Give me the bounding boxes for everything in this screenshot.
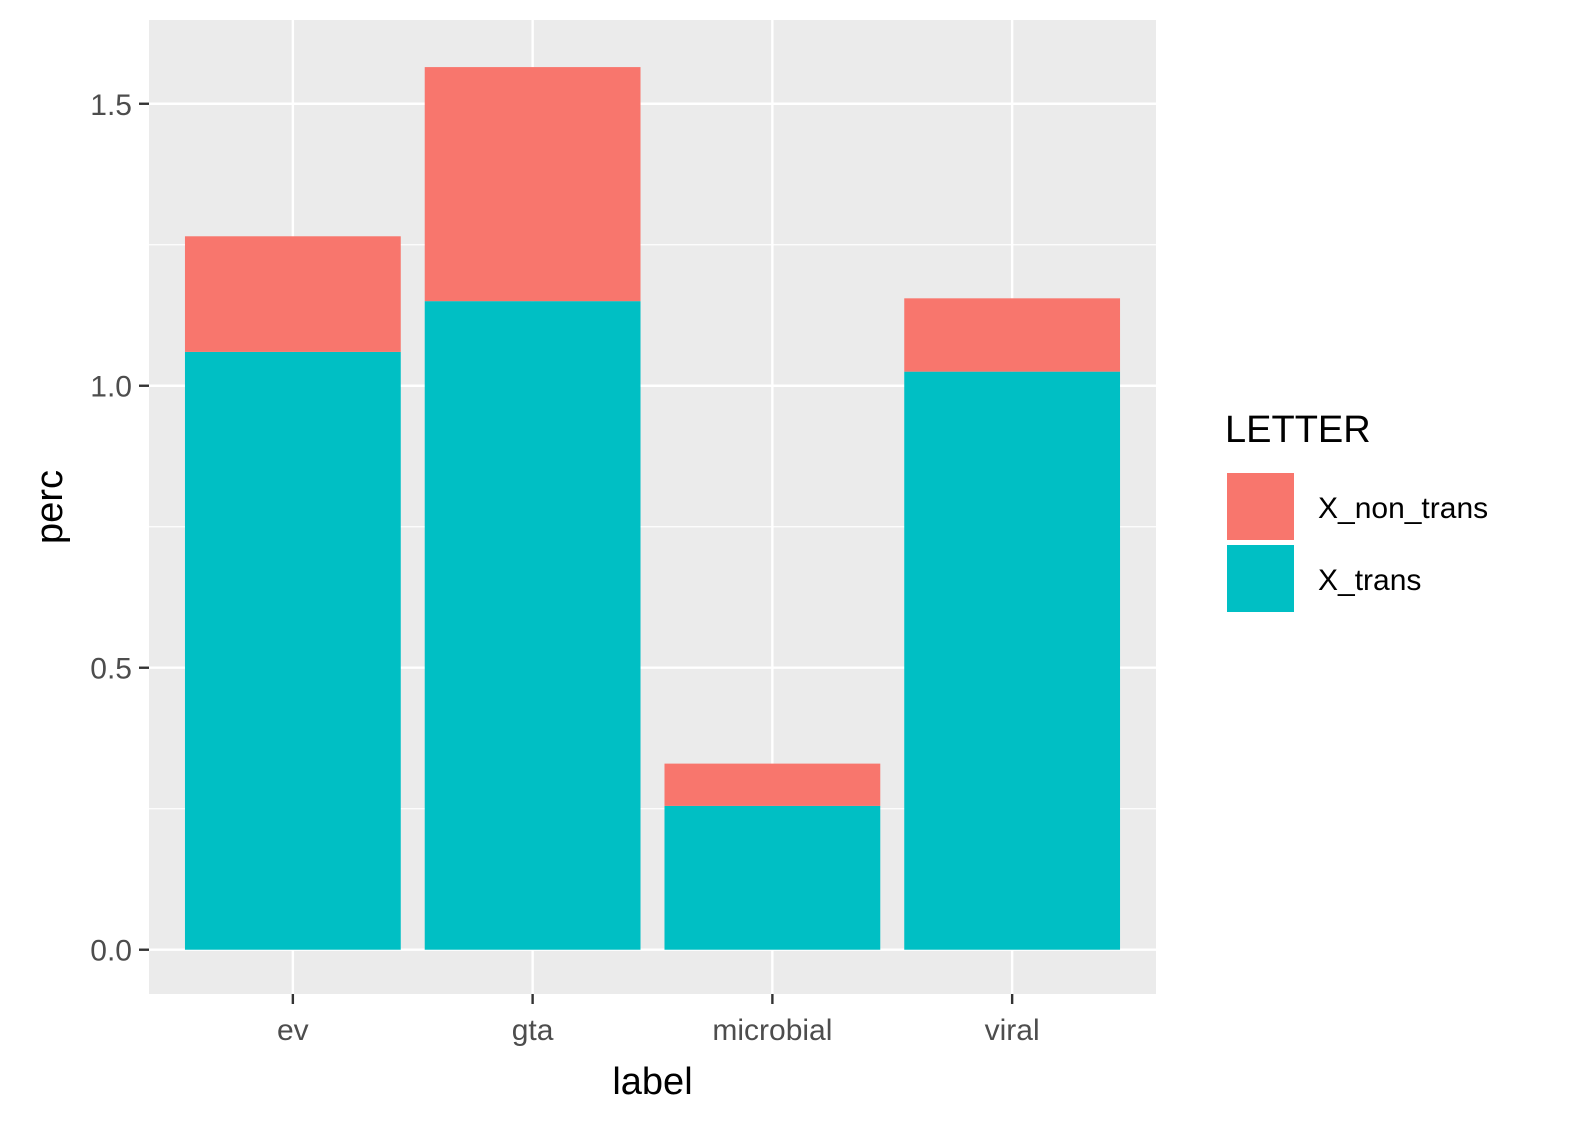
legend-entries: X_non_trans X_trans	[1225, 471, 1488, 614]
x-tick-label: viral	[985, 1014, 1040, 1047]
x-tick-label: microbial	[712, 1014, 832, 1047]
x-axis-title: label	[612, 1061, 692, 1103]
bar-ev-X_non_trans	[184, 236, 401, 352]
x-tick-label: ev	[277, 1014, 309, 1047]
x-axis: ev gta microbial viral	[277, 994, 1040, 1047]
legend-key-X_trans	[1225, 543, 1296, 614]
bars	[184, 67, 1121, 950]
bar-viral-X_non_trans	[904, 298, 1121, 372]
legend-title: LETTER	[1225, 409, 1371, 451]
legend-label: X_trans	[1318, 564, 1421, 597]
y-tick-label: 1.5	[90, 89, 132, 122]
bar-gta-X_non_trans	[424, 67, 641, 302]
y-axis-title: perc	[29, 470, 71, 544]
x-tick-label: gta	[512, 1014, 554, 1047]
legend: LETTER X_non_trans X_trans	[1225, 409, 1488, 614]
y-axis: 0.0 0.5 1.0 1.5	[90, 89, 149, 968]
legend-label: X_non_trans	[1318, 492, 1488, 525]
bar-viral-X_trans	[904, 371, 1121, 950]
legend-key-X_non_trans	[1225, 471, 1296, 542]
y-tick-label: 0.5	[90, 653, 132, 686]
bar-microbial-X_trans	[664, 805, 881, 950]
bar-microbial-X_non_trans	[664, 763, 881, 806]
y-tick-label: 1.0	[90, 371, 132, 404]
bar-ev-X_trans	[184, 351, 401, 950]
bar-gta-X_trans	[424, 301, 641, 950]
y-tick-label: 0.0	[90, 935, 132, 968]
